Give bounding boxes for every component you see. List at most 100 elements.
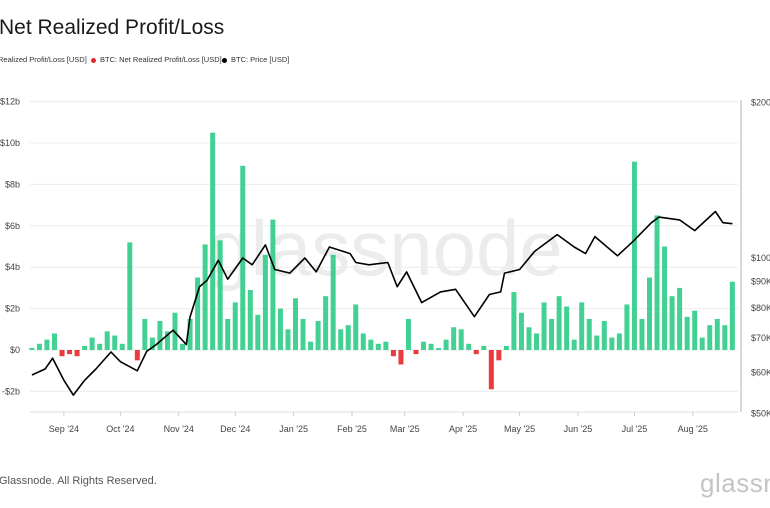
nrpl-bar — [330, 254, 336, 350]
nrpl-bar — [564, 306, 570, 350]
nrpl-bar — [67, 350, 73, 355]
legend-item-nrpl[interactable]: BTC: Net Realized Profit/Loss [USD] — [91, 55, 222, 64]
nrpl-bar — [526, 327, 532, 350]
nrpl-bar — [323, 296, 329, 350]
nrpl-bar — [609, 337, 615, 350]
x-tick-label: Nov '24 — [164, 424, 194, 434]
nrpl-bar — [149, 337, 155, 350]
nrpl-bar — [300, 318, 306, 350]
nrpl-bar — [353, 304, 359, 350]
copyright: Glassnode. All Rights Reserved. — [0, 475, 157, 487]
legend-label: BTC: Net Realized Profit/Loss [USD] — [100, 55, 222, 64]
x-tick-label: Apr '25 — [449, 424, 477, 434]
x-tick-label: Mar '25 — [390, 424, 420, 434]
x-tick-label: Aug '25 — [678, 424, 708, 434]
nrpl-bar — [571, 339, 577, 350]
nrpl-bar — [466, 343, 472, 350]
nrpl-bar — [210, 132, 216, 350]
nrpl-bar — [601, 321, 607, 350]
nrpl-bar — [157, 321, 163, 350]
nrpl-bar — [639, 318, 645, 350]
nrpl-bar — [270, 219, 276, 350]
nrpl-bar — [586, 318, 592, 350]
x-tick-label: Sep '24 — [49, 424, 79, 434]
nrpl-bar — [74, 350, 80, 357]
y-right-tick-label: $100K — [751, 253, 770, 263]
nrpl-bar — [714, 318, 720, 350]
nrpl-bar — [511, 292, 517, 350]
y-left-tick-label: $6b — [5, 221, 20, 231]
nrpl-bar — [458, 329, 464, 350]
y-left-tick-label: $0 — [10, 345, 20, 355]
legend-label: BTC: Price [USD] — [231, 55, 290, 64]
nrpl-bar — [390, 350, 396, 357]
nrpl-bar — [232, 302, 238, 350]
nrpl-bar — [134, 350, 140, 361]
nrpl-bar — [624, 304, 630, 350]
nrpl-bar — [699, 337, 705, 350]
nrpl-bar — [262, 254, 268, 350]
nrpl-bar — [277, 308, 283, 350]
nrpl-bar — [443, 339, 449, 350]
x-tick-label: Jun '25 — [564, 424, 593, 434]
nrpl-bar — [225, 318, 231, 350]
nrpl-bar — [654, 215, 660, 350]
nrpl-bar — [594, 335, 600, 350]
x-tick-label: Oct '24 — [106, 424, 134, 434]
y-right-tick-label: $200K — [751, 97, 770, 107]
price-line — [31, 210, 733, 396]
nrpl-bar — [308, 341, 314, 350]
nrpl-bar — [368, 339, 374, 350]
y-left-tick-label: $12b — [0, 97, 20, 107]
legend-dot-icon — [91, 57, 96, 63]
nrpl-bar — [503, 345, 509, 350]
nrpl-bar — [119, 343, 125, 350]
nrpl-bar — [647, 277, 652, 350]
nrpl-bar — [89, 337, 95, 350]
nrpl-bar — [669, 296, 675, 350]
nrpl-bar — [142, 318, 148, 350]
nrpl-bar — [405, 318, 411, 350]
nrpl-bar — [36, 343, 42, 350]
nrpl-bar — [488, 350, 494, 390]
nrpl-bar — [518, 312, 524, 350]
nrpl-bar — [684, 316, 690, 350]
nrpl-bar — [549, 318, 555, 350]
y-left-tick-label: $4b — [5, 262, 20, 272]
nrpl-bar — [82, 345, 88, 350]
legend-label: Realized Profit/Loss [USD] — [0, 55, 87, 64]
chart-title: Net Realized Profit/Loss — [0, 16, 225, 39]
nrpl-bar — [579, 302, 585, 350]
nrpl-bar — [112, 335, 118, 350]
nrpl-bar — [398, 350, 404, 365]
nrpl-bar — [195, 277, 201, 350]
y-left-tick-label: $8b — [5, 179, 20, 189]
legend-item-price[interactable]: BTC: Price [USD] — [222, 55, 289, 64]
y-left-tick-label: $10b — [0, 138, 20, 148]
y-right-tick-label: $80K — [751, 303, 770, 313]
nrpl-bar — [44, 339, 50, 350]
nrpl-bar — [631, 161, 637, 350]
nrpl-bar — [541, 302, 547, 350]
y-right-tick-label: $90K — [751, 277, 770, 287]
nrpl-bar — [164, 331, 170, 350]
nrpl-bar — [285, 329, 291, 350]
nrpl-bar — [729, 281, 735, 350]
x-tick-label: Jul '25 — [622, 424, 648, 434]
nrpl-bar — [345, 325, 351, 350]
legend-dot-icon — [222, 57, 227, 63]
nrpl-bar — [662, 246, 668, 350]
x-tick-label: Feb '25 — [337, 424, 367, 434]
y-right-tick-label: $60K — [751, 368, 770, 378]
watermark: glassnode — [207, 204, 563, 292]
nrpl-bar — [534, 333, 540, 350]
nrpl-bar — [255, 314, 261, 350]
nrpl-bar — [436, 347, 442, 350]
nrpl-bar — [677, 287, 683, 350]
glassnode-logo: glassn — [700, 468, 770, 498]
nrpl-bar — [315, 321, 321, 350]
nrpl-bar — [481, 345, 487, 350]
legend-item-realized[interactable]: Realized Profit/Loss [USD] — [0, 55, 87, 64]
nrpl-bar — [451, 327, 457, 350]
